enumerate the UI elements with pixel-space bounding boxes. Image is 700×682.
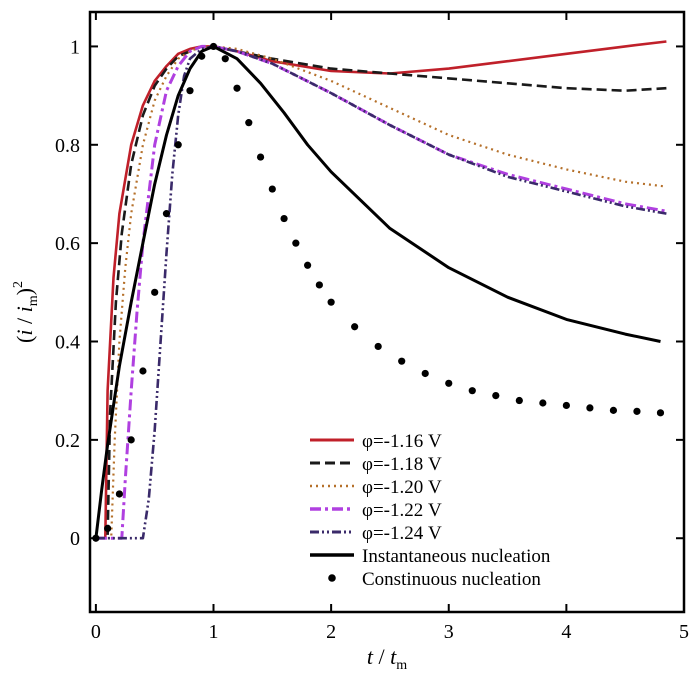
y-axis-title: (i / im)2 [11,281,41,343]
x-tick-label: 1 [209,621,219,643]
data-point [351,323,359,331]
x-tick-label: 2 [326,621,336,643]
y-tick-label: 0.6 [55,233,80,255]
data-point [268,185,276,193]
legend-label: φ=-1.16 V [362,431,442,452]
data-point [292,239,300,247]
x-axis-title: t / tm [367,644,407,673]
legend-label: Instantaneous nucleation [362,546,551,567]
data-point [468,387,476,395]
data-point [280,214,288,223]
y-tick-label: 1 [70,36,80,58]
data-point [421,369,429,378]
y-tick-label: 0.8 [55,135,80,157]
legend-label: Constinuous nucleation [362,569,541,590]
data-point [92,534,100,542]
data-point [656,409,665,417]
data-point [304,261,312,269]
data-point [221,55,229,63]
legend-label: φ=-1.24 V [362,523,442,544]
data-point [186,87,194,95]
legend-item: φ=-1.16 V [310,431,442,452]
data-point [562,401,570,410]
legend-label: φ=-1.18 V [362,454,442,475]
data-point [327,298,335,306]
y-tick-label: 0 [70,528,80,550]
data-point [398,357,406,365]
series-6-line [94,44,661,539]
data-point [174,141,182,149]
legend-item: φ=-1.22 V [310,500,442,521]
legend-label: φ=-1.20 V [362,477,442,498]
data-point [586,404,594,412]
data-point [209,42,218,51]
legend: φ=-1.16 Vφ=-1.18 Vφ=-1.20 Vφ=-1.22 Vφ=-1… [310,431,551,590]
legend-item: Constinuous nucleation [328,569,541,590]
x-tick-label: 5 [679,621,689,643]
legend-marker [328,574,336,582]
legend-item: φ=-1.24 V [310,523,442,544]
data-point [633,407,641,415]
data-point [492,392,500,400]
series-4-line [95,44,667,540]
data-point [115,490,124,498]
series-7-markers [92,42,665,542]
data-point [445,379,453,387]
data-point [162,210,171,218]
data-point [256,153,265,161]
data-point [609,406,618,414]
x-tick-label: 3 [444,621,454,643]
data-point [515,396,523,405]
data-point [198,52,206,60]
x-tick-label: 0 [91,621,101,643]
legend-label: φ=-1.22 V [362,500,442,521]
plot-frame [88,10,686,614]
svg-text:(i / im)2: (i / im)2 [11,281,41,343]
data-point [245,119,253,127]
data-point [127,436,135,444]
axis-ticks: 0 1 2 3 4 5 0 0.2 0.4 0.6 0.8 1 [55,12,689,643]
data-point [104,524,112,532]
legend-item: Instantaneous nucleation [310,546,551,567]
y-tick-label: 0.4 [55,332,80,354]
data-point [151,288,159,296]
x-tick-label: 4 [561,621,571,643]
data-point [139,367,147,375]
legend-item: φ=-1.20 V [310,477,442,498]
svg-text:t / tm: t / tm [367,644,407,673]
data-point [374,342,382,351]
legend-item: φ=-1.18 V [310,454,442,475]
y-tick-label: 0.2 [55,430,80,452]
series-layer [92,40,667,542]
series-5-line [95,45,667,540]
data-point [233,84,241,92]
data-point [315,281,323,289]
data-point [539,399,547,407]
